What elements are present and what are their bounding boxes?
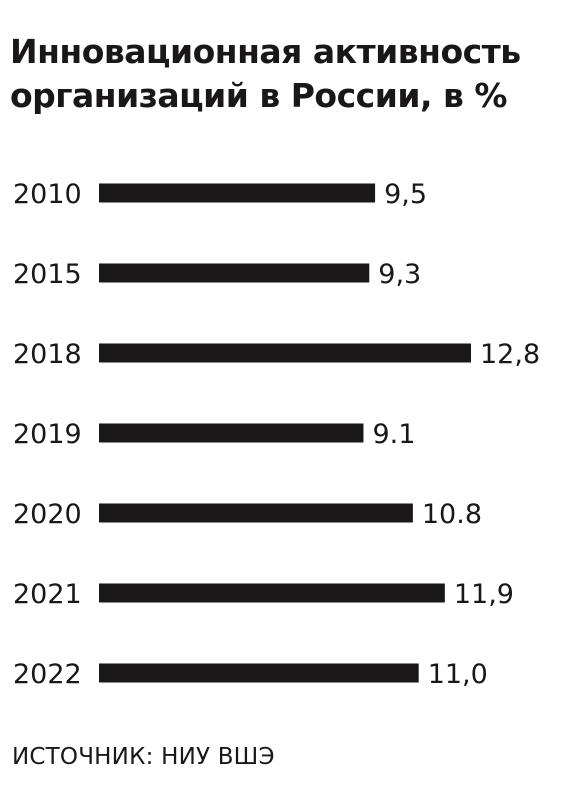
category-label: 2021: [13, 579, 82, 610]
bar: [99, 583, 445, 603]
bar-row-2020: 2020 10.8: [13, 499, 482, 530]
bar: [99, 663, 419, 683]
bar: [99, 423, 364, 443]
chart-title-line-2: организаций в России, в %: [10, 76, 507, 115]
value-label: 11,9: [454, 579, 514, 610]
value-label: 9,5: [384, 179, 427, 210]
category-label: 2020: [13, 499, 82, 530]
category-label: 2018: [13, 339, 82, 370]
value-label: 11,0: [428, 659, 488, 690]
bar: [99, 343, 471, 363]
bar-row-2021: 2021 11,9: [13, 579, 514, 610]
chart-title: Инновационная активность организаций в Р…: [10, 30, 570, 118]
bar-row-2019: 2019 9.1: [13, 419, 415, 450]
value-label: 9.1: [372, 419, 415, 450]
bar: [99, 183, 376, 203]
bar-row-2018: 2018 12,8: [13, 339, 540, 370]
bar-row-2022: 2022 11,0: [13, 659, 488, 690]
bar: [99, 503, 413, 523]
bar-row-2010: 2010 9,5: [13, 179, 427, 210]
category-label: 2019: [13, 419, 82, 450]
value-label: 12,8: [480, 339, 540, 370]
bar: [99, 263, 370, 283]
category-label: 2015: [13, 259, 82, 290]
bar-row-2015: 2015 9,3: [13, 259, 421, 290]
source-note: ИСТОЧНИК: НИУ ВШЭ: [12, 744, 275, 770]
category-label: 2022: [13, 659, 82, 690]
value-label: 9,3: [378, 259, 421, 290]
value-label: 10.8: [422, 499, 482, 530]
chart-title-line-1: Инновационная активность: [10, 32, 521, 71]
category-label: 2010: [13, 179, 82, 210]
